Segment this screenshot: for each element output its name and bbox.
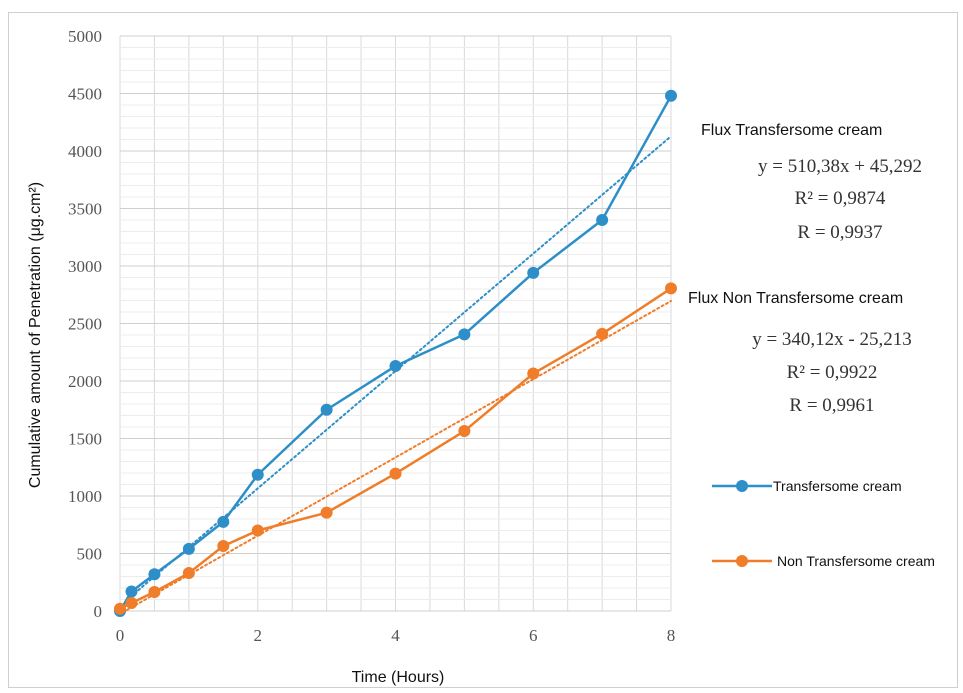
y-tick-label: 1000: [68, 487, 102, 506]
annotation-title: Flux Transfersome cream: [701, 122, 882, 139]
annotation-non-transfersome: Flux Non Transfersome cream y = 340,12x …: [688, 290, 912, 416]
data-point: [458, 328, 471, 341]
data-points: [114, 89, 677, 617]
annotation-equation: y = 510,38x + 45,292: [758, 156, 922, 177]
data-point: [251, 524, 264, 537]
y-tick-label: 2000: [68, 372, 102, 391]
annotation-r-squared: R² = 0,9874: [795, 188, 886, 209]
data-point: [596, 327, 609, 340]
data-point: [251, 468, 264, 481]
annotation-r-squared: R² = 0,9922: [787, 362, 878, 383]
chart-frame: [8, 12, 958, 688]
y-tick-label: 2500: [68, 315, 102, 334]
y-tick-label: 500: [77, 545, 103, 564]
data-point: [182, 542, 195, 555]
y-tick-label: 1500: [68, 430, 102, 449]
annotation-r: R = 0,9937: [797, 222, 882, 243]
x-tick-label: 0: [116, 626, 125, 645]
data-point: [125, 585, 138, 598]
data-point: [389, 467, 402, 480]
legend-label: Transfersome cream: [773, 478, 902, 494]
data-point: [527, 266, 540, 279]
trendlines: [125, 135, 672, 611]
legend-item-transfersome: Transfersome cream: [712, 478, 902, 494]
data-point: [182, 567, 195, 580]
y-tick-label: 3500: [68, 200, 102, 219]
data-point: [148, 568, 161, 581]
data-point: [114, 602, 126, 615]
annotation-transfersome: Flux Transfersome cream y = 510,38x + 45…: [701, 122, 922, 243]
data-point: [125, 596, 138, 609]
y-tick-label: 3000: [68, 257, 102, 276]
y-tick-label: 0: [94, 602, 103, 621]
grid-lines: [119, 35, 672, 612]
x-axis-label: Time (Hours): [352, 669, 445, 686]
data-point: [527, 367, 540, 380]
data-point: [458, 425, 471, 438]
annotation-title: Flux Non Transfersome cream: [688, 290, 903, 307]
y-axis-label: Cumulative amount of Penetration (μg.cm²…: [27, 182, 44, 488]
data-point: [389, 360, 402, 373]
legend: Transfersome cream Non Transfersome crea…: [712, 478, 935, 569]
data-point: [217, 515, 230, 528]
legend-label: Non Transfersome cream: [777, 553, 935, 569]
legend-marker: [736, 555, 748, 567]
data-point: [596, 214, 609, 226]
x-tick-label: 6: [529, 626, 538, 645]
annotation-equation: y = 340,12x - 25,213: [752, 329, 912, 350]
tick-labels: 0 500 1000 1500 2000 2500 3000 3500 4000 4500 5000…: [68, 27, 675, 645]
trendline: [125, 299, 672, 611]
legend-item-non-transfersome: Non Transfersome cream: [712, 553, 935, 569]
y-tick-label: 5000: [68, 27, 102, 46]
data-point: [665, 282, 677, 295]
data-point: [148, 586, 161, 599]
data-point: [320, 403, 333, 416]
legend-marker: [736, 480, 748, 492]
y-tick-label: 4000: [68, 142, 102, 161]
x-tick-label: 8: [667, 626, 676, 645]
data-point: [217, 540, 230, 553]
y-tick-label: 4500: [68, 85, 102, 104]
data-point: [320, 506, 333, 519]
x-tick-label: 2: [254, 626, 263, 645]
data-point: [665, 89, 677, 102]
x-tick-label: 4: [391, 626, 400, 645]
annotation-r: R = 0,9961: [789, 395, 874, 416]
